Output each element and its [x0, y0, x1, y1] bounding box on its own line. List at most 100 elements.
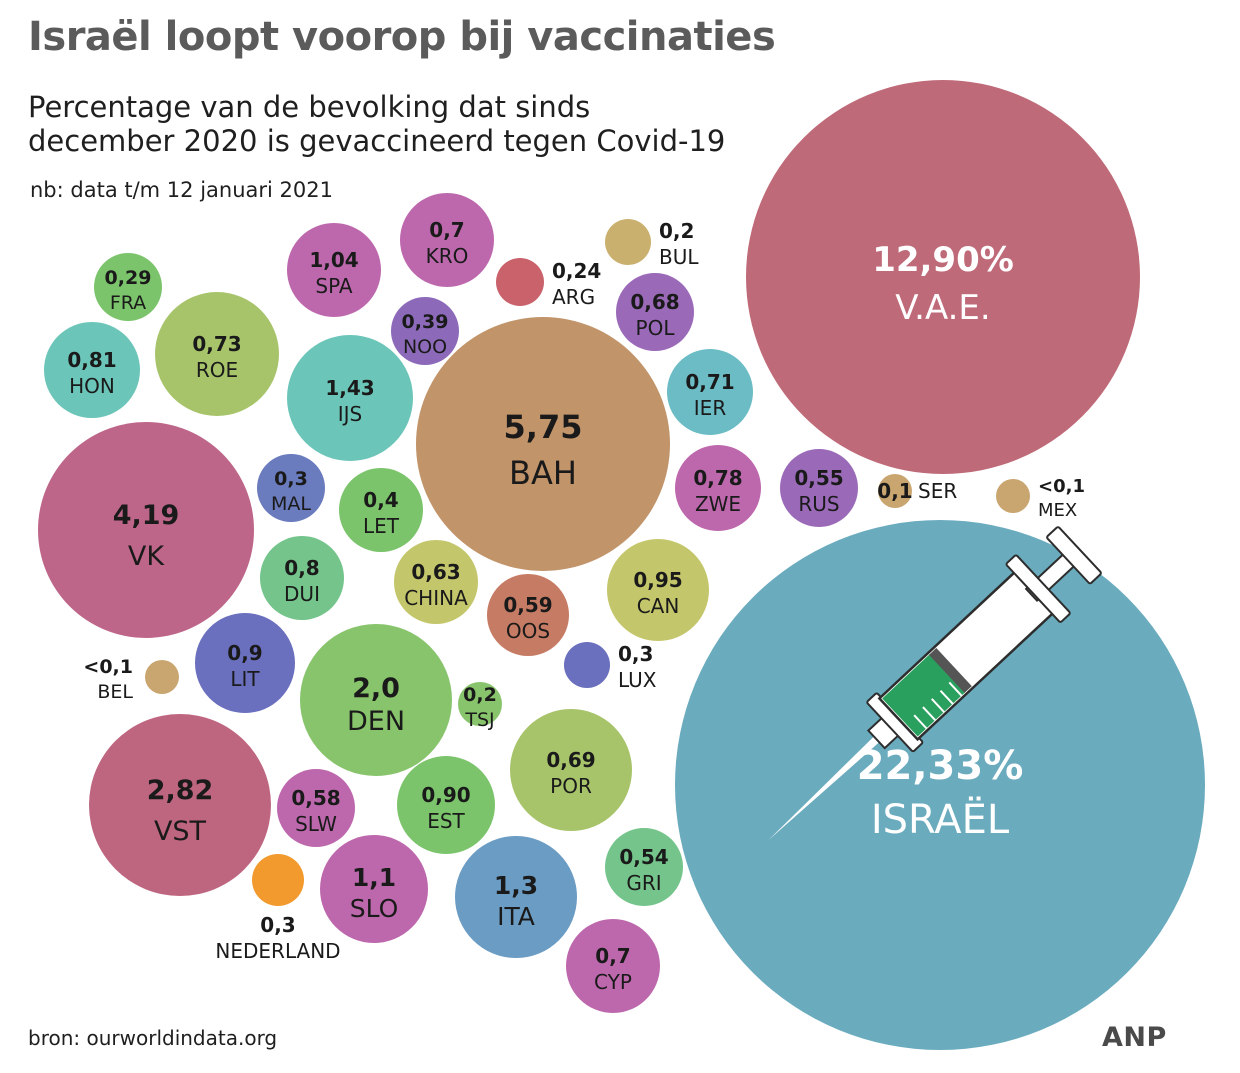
country-label-bul: BUL [659, 245, 699, 269]
country-label-ita: ITA [497, 902, 535, 931]
value-label-lit: 0,9 [227, 641, 262, 665]
page-title: Israël loopt voorop bij vaccinaties [28, 14, 776, 60]
value-label-ita: 1,3 [494, 871, 538, 900]
country-label-tsj: TSJ [464, 709, 494, 731]
value-label-isral: 22,33% [857, 743, 1024, 789]
bubble-lux [564, 642, 610, 688]
country-label-est: EST [427, 809, 465, 833]
country-label-zwe: ZWE [695, 492, 741, 516]
value-label-roe: 0,73 [192, 332, 241, 356]
country-label-bel: BEL [97, 681, 133, 703]
value-label-can: 0,95 [633, 568, 682, 592]
value-label-china: 0,63 [411, 560, 460, 584]
value-label-pol: 0,68 [630, 290, 679, 314]
value-label-cyp: 0,7 [595, 944, 630, 968]
value-label-fra: 0,29 [105, 267, 152, 289]
country-label-isral: ISRAËL [871, 795, 1010, 843]
bubble-bah [416, 317, 670, 571]
value-label-kro: 0,7 [429, 218, 464, 242]
bubble-isral [675, 520, 1205, 1050]
bubble-vst [89, 714, 271, 896]
country-label-pol: POL [636, 316, 676, 340]
country-label-arg: ARG [552, 285, 595, 309]
country-label-slw: SLW [295, 812, 337, 836]
bubble-spa [287, 223, 381, 317]
country-label-ijs: IJS [338, 402, 363, 426]
value-label-arg: 0,24 [552, 259, 601, 283]
value-label-nederland: 0,3 [260, 913, 295, 937]
source-credit: bron: ourworldindata.org [28, 1026, 278, 1050]
country-label-cyp: CYP [594, 970, 632, 994]
value-label-mex: <0,1 [1038, 476, 1085, 497]
country-label-vk: VK [128, 541, 165, 572]
bubble-den [300, 624, 452, 776]
bubble-pol [616, 273, 694, 351]
value-label-lux: 0,3 [618, 642, 653, 666]
value-label-den: 2,0 [352, 673, 400, 704]
value-label-oos: 0,59 [503, 593, 552, 617]
country-label-nederland: NEDERLAND [215, 939, 340, 963]
country-label-ser: SER [918, 479, 957, 503]
bubble-gri [605, 828, 683, 906]
value-label-ier: 0,71 [685, 370, 734, 394]
bubble-tsj [458, 682, 502, 726]
country-label-can: CAN [637, 594, 680, 618]
value-label-ijs: 1,43 [325, 376, 374, 400]
country-label-china: CHINA [404, 586, 468, 610]
bubble-mex [996, 479, 1030, 513]
value-label-por: 0,69 [546, 748, 595, 772]
value-label-gri: 0,54 [619, 845, 668, 869]
value-label-mal: 0,3 [274, 468, 308, 490]
bubble-arg [496, 258, 544, 306]
value-label-vk: 4,19 [113, 500, 180, 531]
subtitle-line-2: december 2020 is gevaccineerd tegen Covi… [28, 124, 726, 158]
bubble-ijs [287, 335, 413, 461]
country-label-roe: ROE [196, 358, 238, 382]
country-label-oos: OOS [506, 619, 550, 643]
country-label-vst: VST [154, 816, 207, 847]
country-label-vae: V.A.E. [895, 288, 990, 328]
value-label-slo: 1,1 [352, 863, 396, 892]
value-label-rus: 0,55 [794, 466, 843, 490]
value-label-vae: 12,90% [872, 240, 1014, 280]
data-note: nb: data t/m 12 januari 2021 [30, 178, 333, 202]
bubble-zwe [675, 445, 761, 531]
bubble-nederland [252, 854, 304, 906]
country-label-noo: NOO [403, 336, 447, 358]
subtitle: Percentage van de bevolking dat sinds de… [28, 90, 725, 158]
value-label-vst: 2,82 [147, 775, 214, 806]
country-label-gri: GRI [626, 871, 661, 895]
value-label-spa: 1,04 [309, 248, 358, 272]
bubble-ita [455, 836, 577, 958]
country-label-lux: LUX [618, 668, 657, 692]
value-label-est: 0,90 [421, 783, 470, 807]
bubble-let [339, 468, 423, 552]
bubble-dui [260, 536, 344, 620]
subtitle-line-1: Percentage van de bevolking dat sinds [28, 90, 591, 124]
bubble-can [607, 539, 709, 641]
bubble-ier [667, 349, 753, 435]
bubble-lit [195, 613, 295, 713]
country-label-bah: BAH [509, 454, 577, 492]
value-label-slw: 0,58 [291, 786, 340, 810]
bubble-roe [155, 292, 279, 416]
country-label-mex: MEX [1038, 500, 1077, 521]
bubble-noo [391, 297, 459, 365]
value-label-let: 0,4 [363, 488, 398, 512]
country-label-por: POR [550, 774, 592, 798]
anp-logo: ANP [1102, 1022, 1167, 1053]
bubble-vk [38, 422, 254, 638]
country-label-lit: LIT [230, 667, 260, 691]
value-label-zwe: 0,78 [693, 466, 742, 490]
country-label-fra: FRA [110, 292, 146, 314]
bubble-vae [746, 80, 1140, 474]
country-label-dui: DUI [284, 582, 320, 606]
syringe-icon [768, 526, 1102, 841]
bubble-por [510, 709, 632, 831]
bubble-bel [145, 660, 179, 694]
bubble-kro [400, 193, 494, 287]
value-label-bel: <0,1 [83, 656, 133, 678]
value-label-dui: 0,8 [284, 556, 319, 580]
bubble-ser [878, 474, 912, 508]
